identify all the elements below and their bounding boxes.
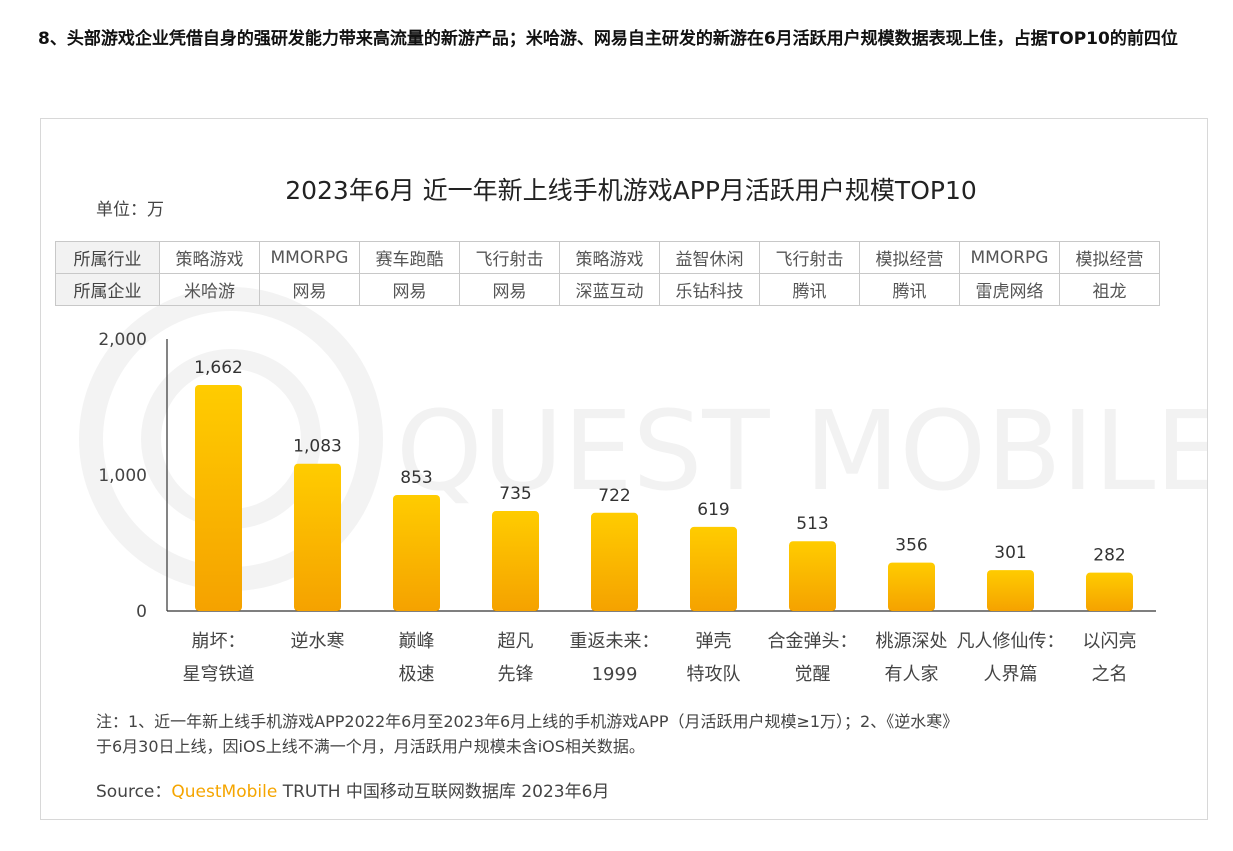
company-cell: 网易	[359, 273, 460, 306]
industry-cell: MMORPG	[259, 241, 360, 274]
watermark-text: QUEST MOBILE	[396, 387, 1207, 515]
bar-value-label: 619	[697, 500, 729, 520]
chart-title: 2023年6月 近一年新上线手机游戏APP月活跃用户规模TOP10	[285, 176, 977, 205]
bar-value-label: 356	[895, 536, 927, 556]
unit-label: 单位：万	[96, 200, 164, 220]
company-cell: 雷虎网络	[959, 273, 1060, 306]
bar-value-label: 513	[796, 514, 828, 534]
category-label: 逆水寒	[291, 631, 345, 652]
bar-value-label: 853	[400, 468, 432, 488]
category-label: 先锋	[498, 664, 534, 685]
category-label: 星穹铁道	[183, 664, 255, 685]
bar-value-label: 301	[994, 543, 1026, 563]
bar-value-label: 282	[1093, 546, 1125, 566]
category-label: 以闪亮	[1083, 631, 1137, 652]
company-cell: 深蓝互动	[559, 273, 660, 306]
bar	[888, 562, 935, 611]
y-tick-label: 2,000	[98, 330, 147, 350]
source-line: Source：QuestMobile TRUTH 中国移动互联网数据库 2023…	[96, 777, 609, 802]
bar	[492, 511, 539, 611]
company-cell: 腾讯	[759, 273, 860, 306]
industry-cell: 模拟经营	[1059, 241, 1160, 274]
bar	[591, 512, 638, 611]
footnote-line-2: 于6月30日上线，因iOS上线不满一个月，月活跃用户规模未含iOS相关数据。	[96, 737, 645, 756]
category-label: 有人家	[885, 664, 939, 685]
company-cell: 乐钻科技	[659, 273, 760, 306]
page-heading: 8、头部游戏企业凭借自身的强研发能力带来高流量的新游产品；米哈游、网易自主研发的…	[38, 29, 1178, 49]
industry-cell: 赛车跑酷	[359, 241, 460, 274]
bar	[789, 541, 836, 611]
industry-cell: MMORPG	[959, 241, 1060, 274]
bar	[393, 494, 440, 611]
category-label: 特攻队	[687, 664, 741, 685]
category-label: 合金弹头：	[768, 631, 858, 652]
industry-cell: 模拟经营	[859, 241, 960, 274]
industry-cell: 飞行射击	[759, 241, 860, 274]
source-rest: TRUTH 中国移动互联网数据库 2023年6月	[277, 782, 610, 802]
bar	[690, 526, 737, 611]
category-label: 1999	[592, 664, 638, 685]
bar	[987, 570, 1034, 611]
category-label: 超凡	[498, 631, 534, 652]
bar-value-label: 722	[598, 486, 630, 506]
category-label: 重返未来：	[570, 631, 660, 652]
industry-cell: 益智休闲	[659, 241, 760, 274]
company-cell: 网易	[259, 273, 360, 306]
source-prefix: Source：	[96, 782, 172, 802]
bar-value-label: 1,662	[194, 358, 243, 378]
chart-panel: QUEST MOBILE 单位：万 2023年6月 近一年新上线手机游戏APP月…	[40, 118, 1208, 820]
category-label: 之名	[1092, 664, 1128, 685]
industry-row: 所属行业 策略游戏 MMORPG 赛车跑酷 飞行射击 策略游戏 益智休闲 飞行射…	[55, 241, 1160, 274]
footnote-line-1: 注：1、近一年新上线手机游戏APP2022年6月至2023年6月上线的手机游戏A…	[96, 712, 959, 731]
company-row: 所属企业 米哈游 网易 网易 网易 深蓝互动 乐钻科技 腾讯 腾讯 雷虎网络 祖…	[55, 273, 1160, 306]
company-header: 所属企业	[55, 273, 160, 306]
bar	[1086, 572, 1133, 611]
category-label: 崩坏：	[192, 631, 246, 652]
company-cell: 网易	[459, 273, 560, 306]
company-cell: 腾讯	[859, 273, 960, 306]
bar	[195, 384, 242, 611]
category-label: 觉醒	[795, 664, 831, 685]
industry-header: 所属行业	[55, 241, 160, 274]
bar-value-label: 1,083	[293, 437, 342, 457]
y-tick-label: 1,000	[98, 466, 147, 486]
category-label: 桃源深处	[876, 631, 948, 652]
company-cell: 祖龙	[1059, 273, 1160, 306]
bar	[294, 463, 341, 611]
industry-cell: 策略游戏	[559, 241, 660, 274]
category-label: 弹壳	[696, 631, 732, 652]
category-label: 巅峰	[399, 631, 435, 652]
category-label: 凡人修仙传：	[957, 631, 1065, 652]
footnote: 注：1、近一年新上线手机游戏APP2022年6月至2023年6月上线的手机游戏A…	[96, 709, 1186, 759]
industry-cell: 飞行射击	[459, 241, 560, 274]
bar-value-label: 735	[499, 484, 531, 504]
industry-cell: 策略游戏	[159, 241, 260, 274]
info-table: 所属行业 策略游戏 MMORPG 赛车跑酷 飞行射击 策略游戏 益智休闲 飞行射…	[55, 241, 1160, 306]
source-brand: QuestMobile	[171, 782, 278, 802]
y-tick-label: 0	[136, 602, 147, 622]
company-cell: 米哈游	[159, 273, 260, 306]
category-label: 人界篇	[984, 664, 1038, 685]
category-label: 极速	[399, 664, 435, 685]
